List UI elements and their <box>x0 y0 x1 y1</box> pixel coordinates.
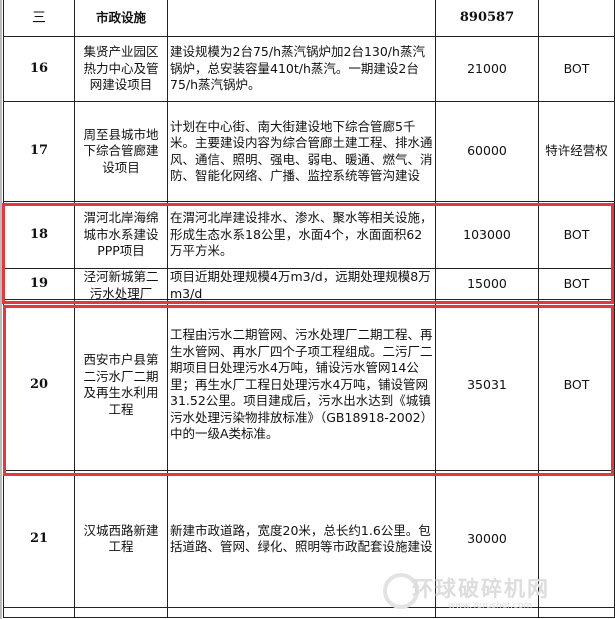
left-border <box>0 0 2 619</box>
row-number: 16 <box>3 36 75 102</box>
project-name: 西安市户县第二污水厂二期及再生水利用工程 <box>74 299 168 471</box>
highlight-box-row-20 <box>3 305 614 476</box>
table-row-partial <box>3 607 615 618</box>
table-row: 18 渭河北岸海绵城市水系建设PPP项目 在渭河北岸建设排水、渗水、聚水等相关设… <box>3 201 615 269</box>
table-row: 19 泾河新城第二污水处理厂 项目近期处理规模4万m3/d，远期处理规模8万m3… <box>3 268 615 300</box>
investment-amount: 30000 <box>435 470 539 608</box>
project-name: 集贤产业园区热力中心及管网建设项目 <box>74 36 168 102</box>
project-name: 周至县城市地下综合管廊建设项目 <box>74 101 168 202</box>
cooperation-mode: BOT <box>538 299 615 471</box>
project-name-cell: 泾河新城第二污水处理厂 <box>74 268 168 300</box>
watermark-text: 环球破碎机网 <box>412 577 550 601</box>
investment-amount: 21000 <box>435 36 539 102</box>
table-row: 20 西安市户县第二污水厂二期及再生水利用工程 工程由污水二期管网、污水处理厂二… <box>3 299 615 471</box>
investment-amount: 35031 <box>435 299 539 471</box>
project-name: 泾河新城第二污水处理厂 <box>83 269 159 299</box>
watermark-logo-icon <box>383 573 419 609</box>
project-name: 渭河北岸海绵城市水系建设PPP项目 <box>74 201 168 269</box>
cooperation-mode: BOT <box>538 36 615 102</box>
watermark-url: www.Yerusher.com <box>448 601 533 611</box>
investment-amount: 60000 <box>435 101 539 202</box>
empty-cell <box>167 0 436 37</box>
row-number: 19 <box>3 268 75 300</box>
highlight-box-rows-18-19 <box>2 203 614 304</box>
project-description: 工程由污水二期管网、污水处理厂二期工程、再生水管网、再水厂四个子项工程组成。二污… <box>167 299 436 471</box>
projects-table: 三 市政设施 890587 16 集贤产业园区热力中心及管网建设项目 建设规模为… <box>3 0 615 618</box>
cooperation-mode: BOT <box>538 201 615 269</box>
project-description: 建设规模为2台75/h蒸汽锅炉加2台130/h蒸汽锅炉，总安装容量410t/h蒸… <box>167 36 436 102</box>
project-description: 计划在中心街、南大街建设地下综合管廊5千米。主要建设内容为综合管廊土建工程、排水… <box>167 101 436 202</box>
section-header-row: 三 市政设施 890587 <box>3 0 615 37</box>
project-description: 项目近期处理规模4万m3/d，远期处理规模8万m3/d <box>170 269 431 299</box>
empty-cell <box>74 607 168 618</box>
section-total: 890587 <box>435 0 539 37</box>
section-index: 三 <box>3 0 75 37</box>
cooperation-mode <box>538 470 615 608</box>
table-row: 16 集贤产业园区热力中心及管网建设项目 建设规模为2台75/h蒸汽锅炉加2台1… <box>3 36 615 102</box>
project-description: 在渭河北岸建设排水、渗水、聚水等相关设施，形成生态水系18公里，水面4个，水面面… <box>167 201 436 269</box>
investment-amount: 15000 <box>435 268 539 300</box>
table-row: 21 汉城西路新建工程 新建市政道路，宽度20米，总长约1.6公里。包括道路、管… <box>3 470 615 608</box>
empty-cell <box>538 607 615 618</box>
section-title: 市政设施 <box>74 0 168 37</box>
row-number: 17 <box>3 101 75 202</box>
empty-cell <box>167 607 436 618</box>
cooperation-mode: BOT <box>538 268 615 300</box>
empty-cell <box>3 607 75 618</box>
table-row: 17 周至县城市地下综合管廊建设项目 计划在中心街、南大街建设地下综合管廊5千米… <box>3 101 615 202</box>
investment-amount: 103000 <box>435 201 539 269</box>
cooperation-mode: 特许经营权 <box>538 101 615 202</box>
project-name: 汉城西路新建工程 <box>74 470 168 608</box>
row-number: 21 <box>3 470 75 608</box>
empty-cell <box>538 0 615 37</box>
